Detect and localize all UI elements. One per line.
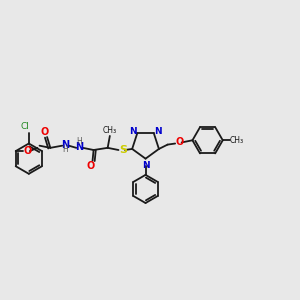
Text: S: S — [119, 145, 127, 155]
Text: CH₃: CH₃ — [230, 136, 244, 145]
Text: H: H — [77, 137, 82, 146]
Text: N: N — [61, 140, 70, 150]
Text: N: N — [142, 160, 149, 169]
Text: O: O — [175, 137, 184, 147]
Text: O: O — [86, 161, 94, 171]
Text: O: O — [23, 146, 32, 156]
Text: Cl: Cl — [20, 122, 29, 131]
Text: CH₃: CH₃ — [103, 126, 117, 135]
Text: O: O — [41, 127, 49, 136]
Text: H: H — [63, 146, 68, 154]
Text: N: N — [129, 127, 137, 136]
Text: N: N — [76, 142, 84, 152]
Text: N: N — [154, 127, 162, 136]
